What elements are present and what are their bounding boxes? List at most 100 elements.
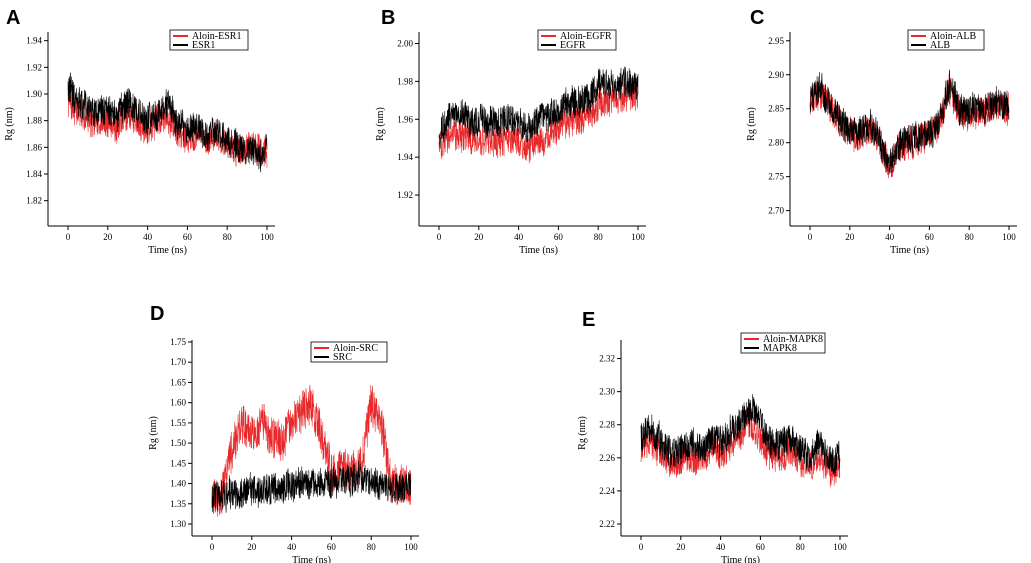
x-tick-label: 100 (260, 232, 274, 242)
series-line-mapk8 (640, 394, 841, 477)
x-axis-label: Time (ns) (519, 245, 558, 256)
x-tick-label: 80 (594, 232, 604, 242)
y-axis-label: Rg (nm) (375, 107, 386, 141)
legend-label-esr1: ESR1 (192, 40, 215, 51)
x-tick-label: 20 (103, 232, 113, 242)
y-tick-label: 1.92 (26, 62, 42, 72)
x-tick-label: 0 (66, 232, 71, 242)
y-tick-label: 2.30 (599, 387, 615, 397)
legend-label-aloin-esr1: Aloin-ESR1 (192, 31, 241, 42)
y-tick-label: 1.90 (26, 89, 42, 99)
chart-panel-b: B 1.92 1.94 1.96 1.98 2.00 0 20 40 60 80 100 Time (n… (375, 7, 646, 256)
series-line-aloin-alb (809, 73, 1010, 179)
series-line-aloin-src (211, 384, 412, 517)
y-axis-label: Rg (nm) (148, 416, 159, 450)
y-tick-label: 2.00 (397, 38, 413, 48)
legend-label-aloin-src: Aloin-SRC (333, 343, 378, 354)
panel-letter-c: C (750, 7, 764, 29)
x-tick-label: 0 (210, 542, 215, 552)
y-tick-label: 1.55 (170, 418, 186, 428)
chart-panel-e: E 2.22 2.24 2.26 2.28 2.30 2.32 0 20 40 60 80 100 Tim… (577, 309, 848, 563)
x-tick-label: 60 (756, 542, 766, 552)
y-tick-label: 2.85 (768, 104, 784, 114)
x-tick-label: 60 (554, 232, 564, 242)
x-tick-label: 40 (514, 232, 524, 242)
legend-label-aloin-mapk8: Aloin-MAPK8 (763, 334, 823, 345)
legend-box (740, 332, 826, 354)
chart-panel-d: D 1.30 1.35 1.40 1.45 1.50 1.55 1.60 1.65 1.70 1.7… (148, 303, 419, 563)
y-tick-label: 1.82 (26, 196, 42, 206)
legend-box (537, 29, 617, 51)
panel-letter-d: D (150, 303, 164, 325)
x-axis-label: Time (ns) (721, 555, 760, 563)
x-tick-label: 0 (639, 542, 644, 552)
x-axis-label: Time (ns) (148, 245, 187, 256)
x-tick-label: 0 (437, 232, 442, 242)
y-tick-label: 1.84 (26, 169, 42, 179)
y-axis-label: Rg (nm) (4, 107, 15, 141)
y-tick-label: 2.26 (599, 453, 615, 463)
y-tick-label: 1.45 (170, 458, 186, 468)
y-tick-label: 2.28 (599, 420, 615, 430)
y-tick-label: 1.40 (170, 479, 186, 489)
panel-letter-b: B (381, 7, 395, 29)
y-tick-label: 1.30 (170, 519, 186, 529)
x-tick-label: 20 (474, 232, 484, 242)
y-tick-label: 2.22 (599, 519, 615, 529)
legend-box (310, 341, 388, 363)
y-tick-label: 2.32 (599, 354, 615, 364)
legend-label-aloin-egfr: Aloin-EGFR (560, 31, 612, 42)
x-tick-label: 100 (833, 542, 847, 552)
legend-label-src: SRC (333, 352, 352, 363)
x-tick-label: 100 (1002, 232, 1016, 242)
x-tick-label: 80 (796, 542, 806, 552)
x-tick-label: 40 (143, 232, 153, 242)
y-tick-label: 2.75 (768, 172, 784, 182)
x-tick-label: 60 (327, 542, 337, 552)
y-tick-label: 2.70 (768, 206, 784, 216)
x-tick-label: 40 (885, 232, 895, 242)
series-line-alb (809, 69, 1010, 178)
y-tick-label: 1.96 (397, 114, 413, 124)
y-tick-label: 1.98 (397, 76, 413, 86)
x-tick-label: 40 (716, 542, 726, 552)
legend-label-mapk8: MAPK8 (763, 343, 797, 354)
y-tick-label: 1.92 (397, 190, 413, 200)
chart-panel-a: A 1.82 1.84 1.86 1.88 1.90 1.92 1.94 0 20 40 60 80 10… (4, 7, 275, 256)
y-tick-label: 2.24 (599, 486, 615, 496)
x-tick-label: 20 (845, 232, 855, 242)
legend-label-alb: ALB (930, 40, 950, 51)
series-line-esr1 (67, 72, 268, 173)
series-line-src (211, 460, 412, 514)
y-tick-label: 1.70 (170, 357, 186, 367)
panel-letter-a: A (6, 7, 20, 29)
x-tick-label: 20 (247, 542, 257, 552)
x-tick-label: 40 (287, 542, 297, 552)
y-tick-label: 1.88 (26, 116, 42, 126)
series-line-egfr (438, 66, 639, 149)
y-tick-label: 1.75 (170, 337, 186, 347)
y-tick-label: 1.60 (170, 398, 186, 408)
legend-label-aloin-alb: Aloin-ALB (930, 31, 976, 42)
y-tick-label: 1.35 (170, 499, 186, 509)
x-tick-label: 100 (631, 232, 645, 242)
x-tick-label: 60 (183, 232, 193, 242)
x-tick-label: 0 (808, 232, 813, 242)
x-axis-label: Time (ns) (292, 555, 331, 563)
panel-letter-e: E (582, 309, 595, 331)
x-tick-label: 80 (223, 232, 233, 242)
x-tick-label: 80 (965, 232, 975, 242)
y-tick-label: 2.95 (768, 36, 784, 46)
x-tick-label: 100 (404, 542, 418, 552)
legend-box (169, 29, 249, 51)
chart-panel-c: C 2.70 2.75 2.80 2.85 2.90 2.95 0 20 40 60 80 100 Tim… (746, 7, 1017, 256)
y-tick-label: 1.94 (397, 152, 413, 162)
legend-label-egfr: EGFR (560, 40, 586, 51)
y-axis-label: Rg (nm) (577, 416, 588, 450)
